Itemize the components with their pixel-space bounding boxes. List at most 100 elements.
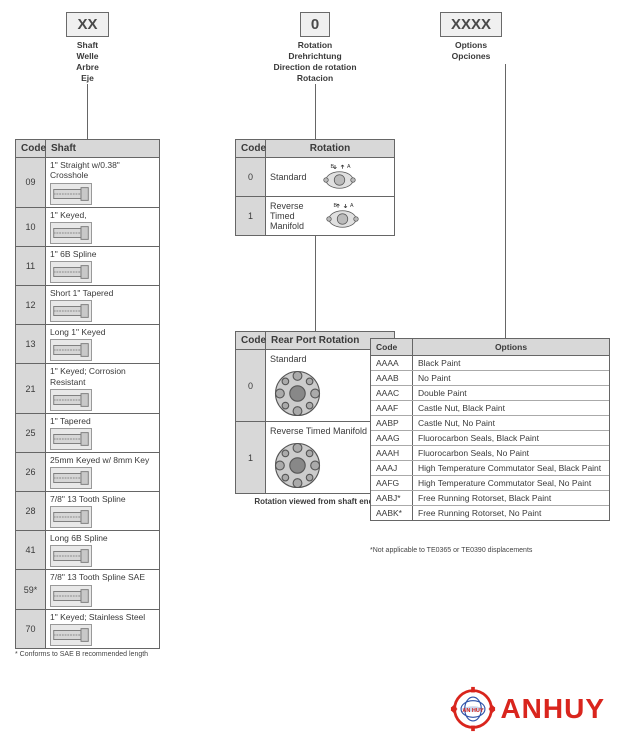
option-code: AAAG bbox=[371, 431, 413, 445]
table-row: 21 1" Keyed; Corrosion Resistant bbox=[16, 364, 159, 413]
table-row: 0 Standard B A bbox=[236, 158, 394, 197]
rotation-code-box: 0 bbox=[300, 12, 330, 37]
port-icon bbox=[270, 441, 325, 489]
connector bbox=[87, 84, 88, 139]
shaft-diagram-icon bbox=[50, 467, 92, 489]
shaft-code: 12 bbox=[16, 286, 46, 324]
shaft-code: 10 bbox=[16, 208, 46, 246]
rotation-table-header: Code Rotation bbox=[236, 140, 394, 158]
shaft-desc: 7/8" 13 Tooth Spline bbox=[50, 494, 155, 504]
shaft-diagram-icon bbox=[50, 339, 92, 361]
shaft-table-header: Code Shaft bbox=[16, 140, 159, 158]
shaft-desc: 1" Tapered bbox=[50, 416, 155, 426]
table-row: 09 1" Straight w/0.38" Crosshole bbox=[16, 158, 159, 207]
option-desc: Castle Nut, Black Paint bbox=[413, 401, 609, 415]
table-row: AABP Castle Nut, No Paint bbox=[371, 416, 609, 431]
shaft-code: 70 bbox=[16, 610, 46, 648]
rotation-table: Code Rotation 0 Standard B A bbox=[235, 139, 395, 236]
shaft-diagram-icon bbox=[50, 428, 92, 450]
rotation-labels: Rotation Drehrichtung Direction de rotat… bbox=[273, 40, 356, 84]
shaft-code: 13 bbox=[16, 325, 46, 363]
svg-text:A: A bbox=[350, 203, 354, 209]
shaft-diagram-icon bbox=[50, 300, 92, 322]
shaft-code: 59* bbox=[16, 570, 46, 608]
connector bbox=[315, 84, 316, 139]
gear-icon: AN HUY bbox=[450, 686, 496, 732]
shaft-table: Code Shaft 09 1" Straight w/0.38" Crossh… bbox=[15, 139, 160, 649]
port-icon bbox=[270, 369, 325, 417]
shaft-diagram-icon bbox=[50, 624, 92, 646]
table-row: 70 1" Keyed; Stainless Steel bbox=[16, 610, 159, 648]
option-code: AAFG bbox=[371, 476, 413, 490]
option-desc: No Paint bbox=[413, 371, 609, 385]
table-row: 10 1" Keyed, bbox=[16, 208, 159, 247]
shaft-desc: 25mm Keyed w/ 8mm Key bbox=[50, 455, 155, 465]
table-row: 41 Long 6B Spline bbox=[16, 531, 159, 570]
table-row: AAFG High Temperature Commutator Seal, N… bbox=[371, 476, 609, 491]
shaft-code-box: XX bbox=[66, 12, 108, 37]
option-code: AAAJ bbox=[371, 461, 413, 475]
table-row: 12 Short 1" Tapered bbox=[16, 286, 159, 325]
table-row: 13 Long 1" Keyed bbox=[16, 325, 159, 364]
option-desc: Fluorocarbon Seals, No Paint bbox=[413, 446, 609, 460]
table-row: 26 25mm Keyed w/ 8mm Key bbox=[16, 453, 159, 492]
option-desc: Black Paint bbox=[413, 356, 609, 370]
table-row: AAAA Black Paint bbox=[371, 356, 609, 371]
shaft-code: 21 bbox=[16, 364, 46, 412]
shaft-desc: Long 6B Spline bbox=[50, 533, 155, 543]
shaft-desc: 1" Straight w/0.38" Crosshole bbox=[50, 160, 155, 180]
shaft-desc: 1" Keyed; Corrosion Resistant bbox=[50, 366, 155, 386]
shaft-desc: 7/8" 13 Tooth Spline SAE bbox=[50, 572, 155, 582]
table-row: AABJ* Free Running Rotorset, Black Paint bbox=[371, 491, 609, 506]
shaft-labels: Shaft Welle Arbre Eje bbox=[76, 40, 99, 84]
option-code: AAAH bbox=[371, 446, 413, 460]
svg-text:B: B bbox=[330, 164, 334, 170]
shaft-diagram-icon bbox=[50, 222, 92, 244]
shaft-code: 28 bbox=[16, 492, 46, 530]
table-row: 59* 7/8" 13 Tooth Spline SAE bbox=[16, 570, 159, 609]
shaft-diagram-icon bbox=[50, 261, 92, 283]
motor-icon: B A bbox=[315, 201, 370, 231]
options-footnote: *Not applicable to TE0365 or TE0390 disp… bbox=[370, 547, 532, 554]
options-code-box: XXXX bbox=[440, 12, 502, 37]
shaft-diagram-icon bbox=[50, 585, 92, 607]
shaft-diagram-icon bbox=[50, 183, 92, 205]
option-desc: Free Running Rotorset, No Paint bbox=[413, 506, 609, 520]
option-code: AAAC bbox=[371, 386, 413, 400]
shaft-footnote: * Conforms to SAE B recommended length bbox=[15, 651, 148, 658]
options-labels: Options Opciones bbox=[452, 40, 491, 62]
table-row: AAAG Fluorocarbon Seals, Black Paint bbox=[371, 431, 609, 446]
table-row: 1 Reverse Timed Manifold B A bbox=[236, 197, 394, 235]
shaft-diagram-icon bbox=[50, 389, 92, 411]
svg-text:AN HUY: AN HUY bbox=[463, 708, 484, 714]
connector bbox=[315, 236, 316, 331]
options-table-header: Code Options bbox=[371, 339, 609, 356]
shaft-diagram-icon bbox=[50, 506, 92, 528]
option-code: AABK* bbox=[371, 506, 413, 520]
options-column: XXXX Options Opciones bbox=[440, 12, 502, 62]
table-row: AAAF Castle Nut, Black Paint bbox=[371, 401, 609, 416]
option-code: AABJ* bbox=[371, 491, 413, 505]
shaft-diagram-icon bbox=[50, 545, 92, 567]
option-desc: Fluorocarbon Seals, Black Paint bbox=[413, 431, 609, 445]
table-row: AAAC Double Paint bbox=[371, 386, 609, 401]
shaft-code: 41 bbox=[16, 531, 46, 569]
shaft-code: 11 bbox=[16, 247, 46, 285]
motor-icon: B A bbox=[312, 162, 367, 192]
connector bbox=[505, 64, 506, 339]
shaft-desc: 1" 6B Spline bbox=[50, 249, 155, 259]
option-code: AABP bbox=[371, 416, 413, 430]
option-desc: Castle Nut, No Paint bbox=[413, 416, 609, 430]
table-row: 11 1" 6B Spline bbox=[16, 247, 159, 286]
logo-text: ANHUY bbox=[500, 693, 605, 725]
table-row: 28 7/8" 13 Tooth Spline bbox=[16, 492, 159, 531]
option-code: AAAA bbox=[371, 356, 413, 370]
shaft-code: 26 bbox=[16, 453, 46, 491]
table-row: AAAJ High Temperature Commutator Seal, B… bbox=[371, 461, 609, 476]
table-row: AABK* Free Running Rotorset, No Paint bbox=[371, 506, 609, 520]
table-row: AAAH Fluorocarbon Seals, No Paint bbox=[371, 446, 609, 461]
shaft-column: XX Shaft Welle Arbre Eje Code Shaft 09 1… bbox=[15, 12, 160, 658]
shaft-desc: 1" Keyed; Stainless Steel bbox=[50, 612, 155, 622]
shaft-desc: Short 1" Tapered bbox=[50, 288, 155, 298]
shaft-code: 25 bbox=[16, 414, 46, 452]
